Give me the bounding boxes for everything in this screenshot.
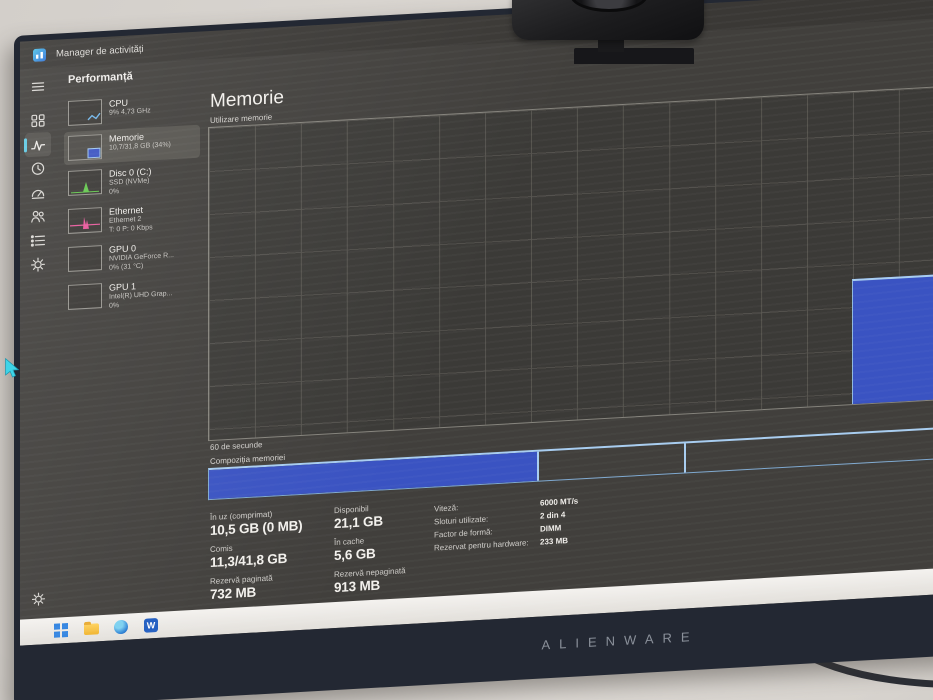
sidebar-item-disk[interactable]: Disc 0 (C:) SSD (NVMe) 0%	[64, 160, 200, 204]
sidebar-item-stat: 9% 4,73 GHz	[109, 107, 151, 117]
app-history-icon[interactable]	[25, 156, 51, 181]
processes-icon[interactable]	[25, 108, 51, 133]
page-title: Performanță	[68, 70, 133, 86]
sidebar-item-cpu[interactable]: CPU 9% 4,73 GHz	[64, 90, 200, 131]
performance-icon[interactable]	[25, 131, 51, 158]
memory-usage-chart	[208, 75, 933, 442]
gpu1-thumbnail-icon	[68, 283, 102, 310]
startup-apps-icon[interactable]	[25, 180, 51, 205]
gpu0-thumbnail-icon	[68, 245, 102, 272]
task-manager-window: Manager de activități	[20, 0, 933, 620]
alienware-monitor: Manager de activități	[14, 0, 933, 700]
details-icon[interactable]	[25, 228, 51, 253]
webcam	[512, 0, 704, 64]
memory-usage-area-fill	[851, 263, 933, 406]
titlebar: Manager de activități	[20, 0, 933, 70]
performance-sidebar: CPU 9% 4,73 GHz Memorie	[56, 85, 202, 617]
menu-icon[interactable]	[25, 74, 51, 99]
stat-value: 913 MB	[334, 577, 381, 596]
users-icon[interactable]	[25, 204, 51, 229]
mouse-cursor-icon	[5, 358, 20, 378]
stat-value: 5,6 GB	[334, 545, 376, 564]
services-icon[interactable]	[25, 252, 51, 277]
alienware-logo: ALIENWARE	[541, 628, 699, 653]
composition-segment-standby	[539, 443, 687, 481]
windows-icon[interactable]	[54, 623, 68, 638]
ethernet-thumbnail-icon	[68, 207, 102, 234]
memory-thumbnail-icon	[68, 134, 102, 161]
nav-rail	[20, 68, 56, 620]
file-explorer-icon[interactable]	[84, 623, 99, 636]
window-title: Manager de activități	[56, 43, 144, 60]
sidebar-item-gpu0[interactable]: GPU 0 NVIDIA GeForce R... 0% (31 °C)	[64, 236, 200, 280]
screen: Manager de activități	[20, 0, 933, 646]
cpu-thumbnail-icon	[68, 99, 102, 126]
detail-value: DIMM	[540, 523, 562, 534]
detail-value: 6000 MT/s	[540, 496, 579, 508]
word-icon[interactable]: W	[144, 617, 158, 633]
disk-thumbnail-icon	[68, 169, 102, 196]
detail-value: 2 din 4	[540, 510, 566, 521]
sidebar-item-memory[interactable]: Memorie 10,7/31,8 GB (34%)	[64, 124, 200, 166]
task-manager-app-icon	[33, 47, 46, 62]
hardware-details: Viteză: 6000 MT/s Sloturi utilizate: 2 din…	[434, 492, 578, 596]
sidebar-item-ethernet[interactable]: Ethernet Ethernet 2 T: 0 P: 0 Kbps	[64, 198, 200, 242]
detail-value: 233 MB	[540, 536, 569, 547]
sidebar-item-gpu1[interactable]: GPU 1 Intel(R) UHD Grap... 0%	[64, 274, 200, 318]
stat-value: 21,1 GB	[334, 513, 383, 532]
settings-icon[interactable]	[25, 586, 51, 611]
memory-panel: Memorie Utilizare memorie 60 de secunde …	[202, 34, 933, 610]
edge-icon[interactable]	[114, 619, 128, 635]
